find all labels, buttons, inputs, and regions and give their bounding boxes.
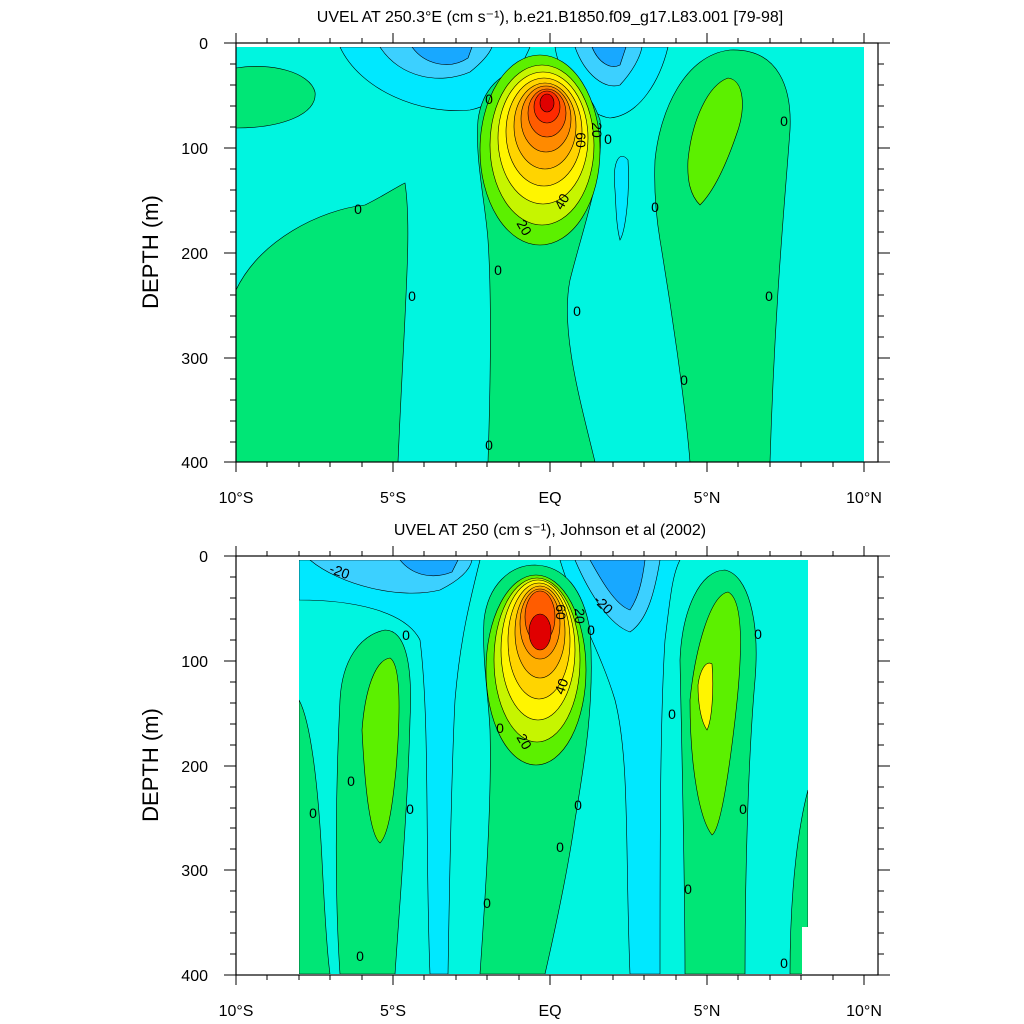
fill-level-plus0-southwest-edge (299, 699, 331, 974)
y-tick-label: 0 (199, 36, 208, 53)
axis-ticks (224, 33, 890, 472)
x-tick-label: 10°S (219, 1003, 254, 1020)
y-axis-label: DEPTH (m) (138, 195, 163, 309)
contour-label: 0 (574, 797, 582, 813)
fill-level-minus30 (399, 560, 459, 576)
contour-label: 0 (573, 303, 581, 319)
contour-label: 0 (754, 626, 762, 642)
contour-label: 20 (514, 217, 536, 239)
panel-model: UVEL AT 250.3°E (cm s⁻¹), b.e21.B1850.f0… (138, 9, 890, 507)
x-tick-label: 10°N (846, 490, 882, 507)
missing-data-east (808, 556, 878, 975)
contour-label: 60 (573, 132, 589, 148)
fill-level-plus10-north (687, 77, 743, 206)
panel-observations: UVEL AT 250 (cm s⁻¹), Johnson et al (200… (138, 522, 890, 1020)
x-tick-label: EQ (538, 490, 561, 507)
contour-labels: 0 0 0 0 0 0 0 0 0 0 0 20 60 40 20 (354, 91, 788, 453)
contour-label: 0 (765, 288, 773, 304)
contour-label: 0 (402, 627, 410, 643)
contour-label: 0 (668, 706, 676, 722)
contour-label: 0 (483, 895, 491, 911)
fill-level-minus10-surface (299, 560, 481, 974)
y-tick-label: 200 (181, 246, 208, 263)
fill-level-plus20-north (697, 662, 714, 731)
fill-level-minus30-north (589, 560, 646, 611)
contour-field (236, 47, 864, 462)
contour-label: 0 (780, 955, 788, 971)
contour-label: 0 (780, 113, 788, 129)
fill-level-minus10-tongue (614, 155, 629, 241)
contour-label: 20 (589, 122, 605, 138)
contour-label: 0 (408, 288, 416, 304)
contour-label: 0 (651, 199, 659, 215)
contour-label: 0 (680, 372, 688, 388)
contour-label: 0 (684, 881, 692, 897)
fill-level-minus30-north (591, 47, 627, 67)
missing-data-east-lower (802, 927, 810, 975)
y-tick-label: 0 (199, 549, 208, 566)
contour-label: 0 (347, 773, 355, 789)
x-tick-label: 10°N (846, 1003, 882, 1020)
panel-title: UVEL AT 250.3°E (cm s⁻¹), b.e21.B1850.f0… (317, 9, 783, 26)
contour-label: 0 (406, 801, 414, 817)
contour-label: 40 (551, 676, 571, 696)
contour-label: 0 (485, 91, 493, 107)
y-tick-label: 300 (181, 351, 208, 368)
x-tick-label: 5°N (694, 1003, 721, 1020)
contour-label: 0 (354, 201, 362, 217)
y-tick-label: 400 (181, 968, 208, 985)
fill-level-plus70 (528, 613, 552, 651)
contour-label: 0 (485, 437, 493, 453)
fill-level-minus20-north (574, 47, 643, 87)
contour-label: 0 (496, 720, 504, 736)
y-axis-label: DEPTH (m) (138, 708, 163, 822)
x-tick-label: 10°S (219, 490, 254, 507)
panel-title: UVEL AT 250 (cm s⁻¹), Johnson et al (200… (394, 522, 706, 539)
contour-label: 0 (356, 948, 364, 964)
fill-level-plus0-south-west (236, 65, 316, 129)
missing-data-west (236, 556, 299, 975)
contour-label: 40 (551, 191, 573, 213)
x-tick-label: 5°S (380, 1003, 406, 1020)
axis-ticks (224, 546, 890, 985)
fill-level-minus30 (411, 47, 473, 65)
y-tick-label: 300 (181, 863, 208, 880)
y-tick-label: 400 (181, 455, 208, 472)
y-tick-label: 100 (181, 141, 208, 158)
contour-label: 0 (587, 622, 595, 638)
contour-label: 0 (309, 805, 317, 821)
fill-level-plus10-north (689, 591, 741, 836)
x-tick-label: EQ (538, 1003, 561, 1020)
contour-label: 0 (604, 131, 612, 147)
contour-label: 60 (553, 604, 569, 620)
y-tick-label: 100 (181, 654, 208, 671)
fill-level-core (539, 93, 555, 113)
x-tick-label: 5°N (694, 490, 721, 507)
contour-field (299, 560, 808, 974)
contour-label: -20 (327, 560, 352, 582)
contour-label: 20 (572, 608, 588, 624)
contour-label: 0 (739, 801, 747, 817)
y-tick-label: 200 (181, 759, 208, 776)
fill-level-minus10-north (559, 560, 681, 974)
x-tick-label: 5°S (380, 490, 406, 507)
contour-label: 20 (514, 731, 536, 753)
fill-level-plus10-south (361, 657, 400, 844)
contour-label: 0 (556, 839, 564, 855)
fill-level-plus0-south-deep (236, 182, 409, 462)
contour-label: 0 (494, 262, 502, 278)
